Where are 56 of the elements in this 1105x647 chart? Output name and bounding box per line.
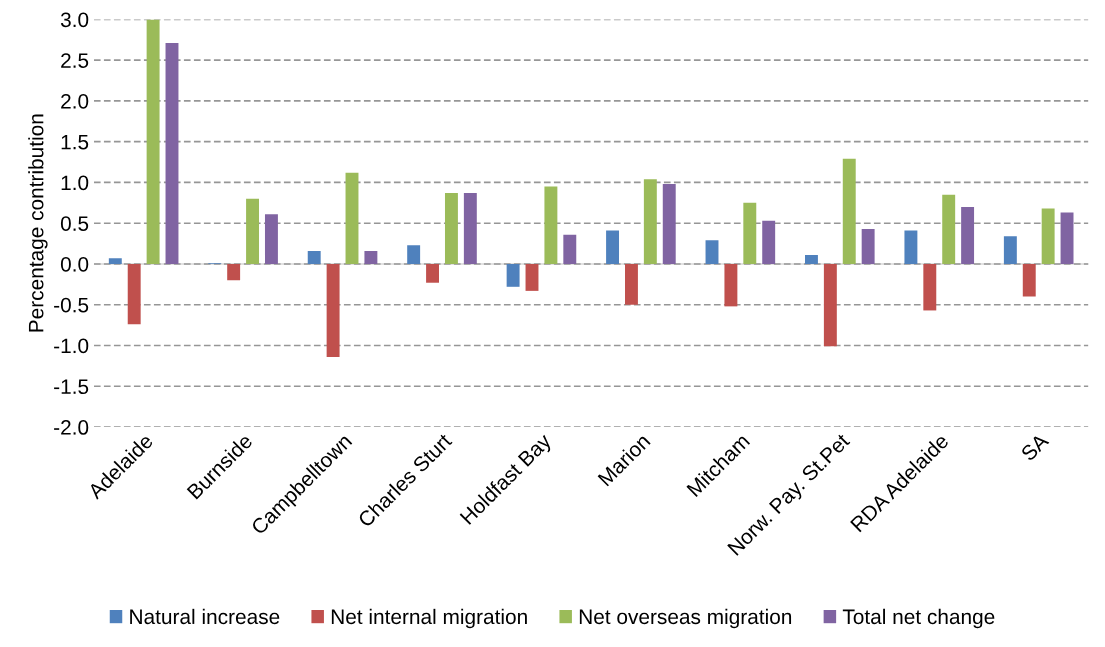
bar: [407, 245, 421, 264]
bar: [307, 250, 321, 264]
bar: [426, 263, 440, 283]
bar: [624, 263, 638, 305]
y-tick-label: 1.5: [61, 134, 89, 150]
y-tick-label: 1.0: [61, 175, 89, 191]
bar: [364, 250, 378, 264]
y-tick-label: -1.0: [54, 338, 89, 354]
bar: [762, 220, 776, 264]
bar: [842, 158, 856, 264]
bar: [643, 179, 657, 264]
bar: [904, 230, 918, 264]
bar: [724, 263, 738, 307]
bar: [804, 255, 818, 264]
legend-label: Total net change: [842, 608, 995, 629]
bar: [606, 230, 620, 264]
bar: [1041, 208, 1055, 264]
bar: [942, 194, 956, 264]
bar: [463, 193, 477, 264]
bar: [525, 263, 539, 291]
y-tick-label: 3.0: [60, 12, 89, 28]
bar: [961, 206, 975, 264]
y-tick-label: 0.0: [60, 256, 89, 272]
bar: [923, 263, 937, 311]
bar: [165, 43, 179, 264]
bar: [1060, 212, 1074, 264]
bar: [227, 263, 241, 281]
bar: [444, 193, 458, 264]
x-tick-label: SA: [1020, 432, 1050, 462]
y-tick-label: 2.0: [61, 93, 89, 109]
bar: [146, 19, 160, 264]
bar: [345, 172, 359, 264]
y-tick-label: -2.0: [54, 420, 89, 435]
bar: [108, 258, 122, 264]
bar: [264, 214, 278, 264]
bar: [1003, 236, 1017, 264]
y-tick-label: 0.5: [60, 216, 89, 231]
bar: [326, 263, 340, 357]
legend-label: Natural increase: [130, 608, 280, 625]
y-tick-label: -1.5: [54, 379, 89, 395]
bar: [506, 263, 520, 287]
bar: [705, 240, 719, 264]
y-axis-title: Percentage contribution: [28, 114, 48, 332]
bar: [246, 198, 260, 264]
bar: [743, 202, 757, 264]
bar: [1022, 263, 1036, 297]
bar: [563, 234, 577, 264]
legend-label: Net internal migration: [331, 608, 527, 629]
bar: [823, 263, 837, 347]
bar: [861, 228, 875, 264]
y-tick-label: 2.5: [61, 53, 89, 68]
bar: [544, 186, 558, 264]
bar: [127, 263, 141, 325]
legend-label: Net overseas migration: [579, 608, 792, 629]
bar: [662, 184, 676, 264]
y-tick-label: -0.5: [54, 297, 89, 313]
